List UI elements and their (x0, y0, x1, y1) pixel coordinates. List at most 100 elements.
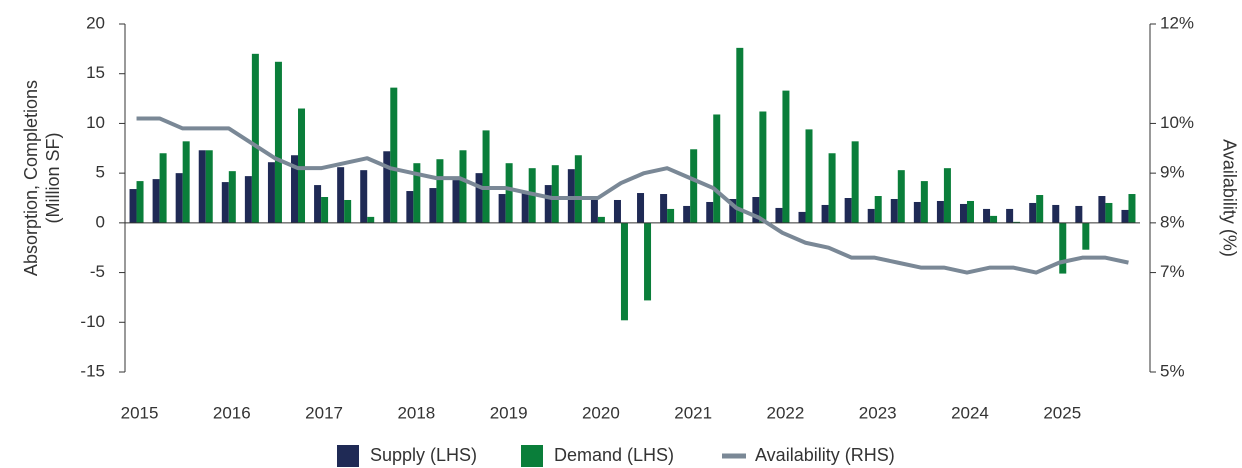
bar (136, 181, 144, 223)
x-tick-label: 2019 (490, 403, 528, 422)
bar (482, 130, 490, 223)
bar (505, 163, 513, 223)
bar (367, 216, 375, 223)
bar (337, 167, 345, 223)
bar (551, 165, 559, 223)
bar (1128, 194, 1136, 223)
bar (966, 200, 974, 223)
bar (660, 194, 668, 223)
x-tick-label: 2024 (951, 403, 989, 422)
legend-label: Availability (RHS) (755, 445, 895, 465)
bar (844, 198, 852, 223)
bar (983, 208, 991, 223)
bar (498, 194, 506, 223)
y-tick-label: 20 (86, 13, 105, 32)
bar (1052, 204, 1060, 223)
bar (429, 188, 437, 223)
y-tick-label: -15 (80, 361, 105, 380)
bar (574, 155, 582, 223)
bar (590, 199, 598, 223)
bar (637, 193, 645, 223)
bar (798, 211, 806, 223)
bar (897, 170, 905, 223)
bar (459, 150, 467, 223)
bar (390, 87, 398, 223)
bar (413, 163, 421, 223)
bar (1059, 222, 1067, 274)
bar (360, 170, 368, 223)
bar (152, 179, 160, 223)
legend-label: Supply (LHS) (370, 445, 477, 465)
bar (828, 153, 836, 223)
bar (159, 153, 167, 223)
bar (1105, 202, 1113, 223)
bar (613, 199, 621, 223)
bar (274, 61, 282, 223)
bar (521, 193, 529, 223)
y-tick-label: 15 (86, 63, 105, 82)
bar (805, 129, 813, 223)
bar (452, 180, 460, 223)
x-tick-label: 2021 (674, 403, 712, 422)
bar (182, 141, 190, 223)
y-tick-label: 10 (86, 113, 105, 132)
bar (1006, 208, 1014, 223)
bar (267, 162, 275, 223)
bar (759, 111, 767, 223)
y-axis-label: Absorption, Completions (Million SF) (21, 79, 63, 277)
bar (990, 215, 998, 223)
bar (959, 203, 967, 223)
bar (1036, 195, 1044, 223)
bar (1121, 209, 1129, 223)
bar (821, 204, 829, 223)
bar (321, 197, 329, 223)
bar (775, 207, 783, 223)
bar (690, 149, 698, 223)
bar (436, 159, 444, 223)
bar (475, 173, 483, 223)
bar (228, 171, 236, 223)
bar (752, 197, 760, 223)
x-tick-label: 2020 (582, 403, 620, 422)
bar (383, 151, 391, 223)
x-tick-label: 2016 (213, 403, 251, 422)
bar (544, 185, 552, 223)
bar (729, 198, 737, 223)
y-tick-label: -10 (80, 312, 105, 331)
bar (597, 216, 605, 223)
bar (913, 201, 921, 223)
bar (221, 182, 229, 223)
y-tick-label: 0 (96, 212, 105, 231)
bar (298, 108, 306, 223)
y2-tick-label: 12% (1160, 13, 1194, 32)
bar (129, 189, 137, 223)
legend-swatch (521, 445, 543, 467)
bar (713, 114, 721, 223)
bar (198, 150, 206, 223)
y2-tick-label: 5% (1160, 361, 1185, 380)
y2-tick-label: 10% (1160, 113, 1194, 132)
bar (920, 181, 928, 223)
bar (644, 222, 652, 301)
bar (736, 47, 744, 223)
x-tick-label: 2018 (397, 403, 435, 422)
bar (782, 90, 790, 223)
bar (291, 155, 299, 223)
bar (1029, 202, 1037, 223)
bar (1082, 222, 1090, 250)
bar (244, 176, 252, 223)
y2-axis-label: Availability (%) (1219, 139, 1239, 257)
legend-label: Demand (LHS) (554, 445, 674, 465)
bar (175, 173, 183, 223)
x-tick-label: 2023 (859, 403, 897, 422)
x-tick-label: 2017 (305, 403, 343, 422)
bar (943, 168, 951, 223)
x-tick-label: 2025 (1043, 403, 1081, 422)
line (136, 116, 1129, 275)
y2-tick-label: 8% (1160, 212, 1185, 231)
bar (251, 53, 259, 223)
bar (683, 205, 691, 223)
bar (890, 198, 898, 223)
